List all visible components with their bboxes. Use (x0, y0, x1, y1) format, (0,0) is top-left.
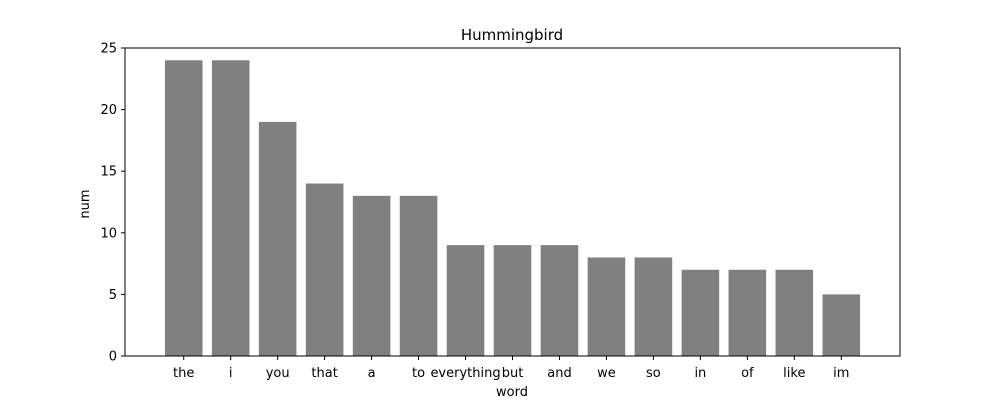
x-tick-label: like (783, 366, 805, 381)
y-tick-label: 25 (100, 42, 117, 57)
x-axis: the i you that a to everything but and we so in of li… (173, 356, 849, 381)
y-axis: 0 5 10 15 20 25 (100, 42, 125, 365)
bars (164, 60, 861, 356)
bar-in (681, 269, 720, 356)
bar-and (540, 245, 579, 356)
x-tick-label: i (229, 366, 233, 381)
x-tick-label: and (547, 366, 571, 381)
x-tick-label: that (311, 366, 337, 381)
x-tick-label: the (173, 366, 194, 381)
x-tick-label: we (597, 366, 616, 381)
bar-so (634, 257, 673, 356)
y-tick-label: 10 (100, 226, 117, 241)
x-axis-label: word (496, 385, 528, 400)
bar-the (164, 60, 203, 356)
bar-to (399, 195, 438, 356)
bar-we (587, 257, 626, 356)
y-tick-label: 20 (100, 103, 117, 118)
y-tick-label: 15 (100, 165, 117, 180)
x-tick-label: a (368, 366, 376, 381)
y-tick-label: 0 (109, 350, 117, 365)
plot-area-frame (124, 47, 901, 357)
bar-i (211, 60, 250, 356)
x-tick-label: but (502, 366, 524, 381)
x-tick-label: so (646, 366, 661, 381)
x-tick-label: in (694, 366, 706, 381)
x-tick-label: im (833, 366, 849, 381)
bar-like (775, 269, 814, 356)
x-tick-label: to (412, 366, 425, 381)
y-axis-label: num (78, 189, 93, 218)
y-tick-label: 5 (109, 288, 117, 303)
x-tick-label: you (266, 366, 290, 381)
bar-but (493, 245, 532, 356)
bar-everything (446, 245, 485, 356)
x-tick-label: of (741, 366, 754, 381)
bar-of (728, 269, 767, 356)
bar-you (258, 121, 297, 356)
x-tick-label: everything (430, 366, 500, 381)
chart-title: Hummingbird (461, 26, 563, 44)
bar-a (352, 195, 391, 356)
bar-im (822, 294, 861, 356)
bar-that (305, 183, 344, 356)
